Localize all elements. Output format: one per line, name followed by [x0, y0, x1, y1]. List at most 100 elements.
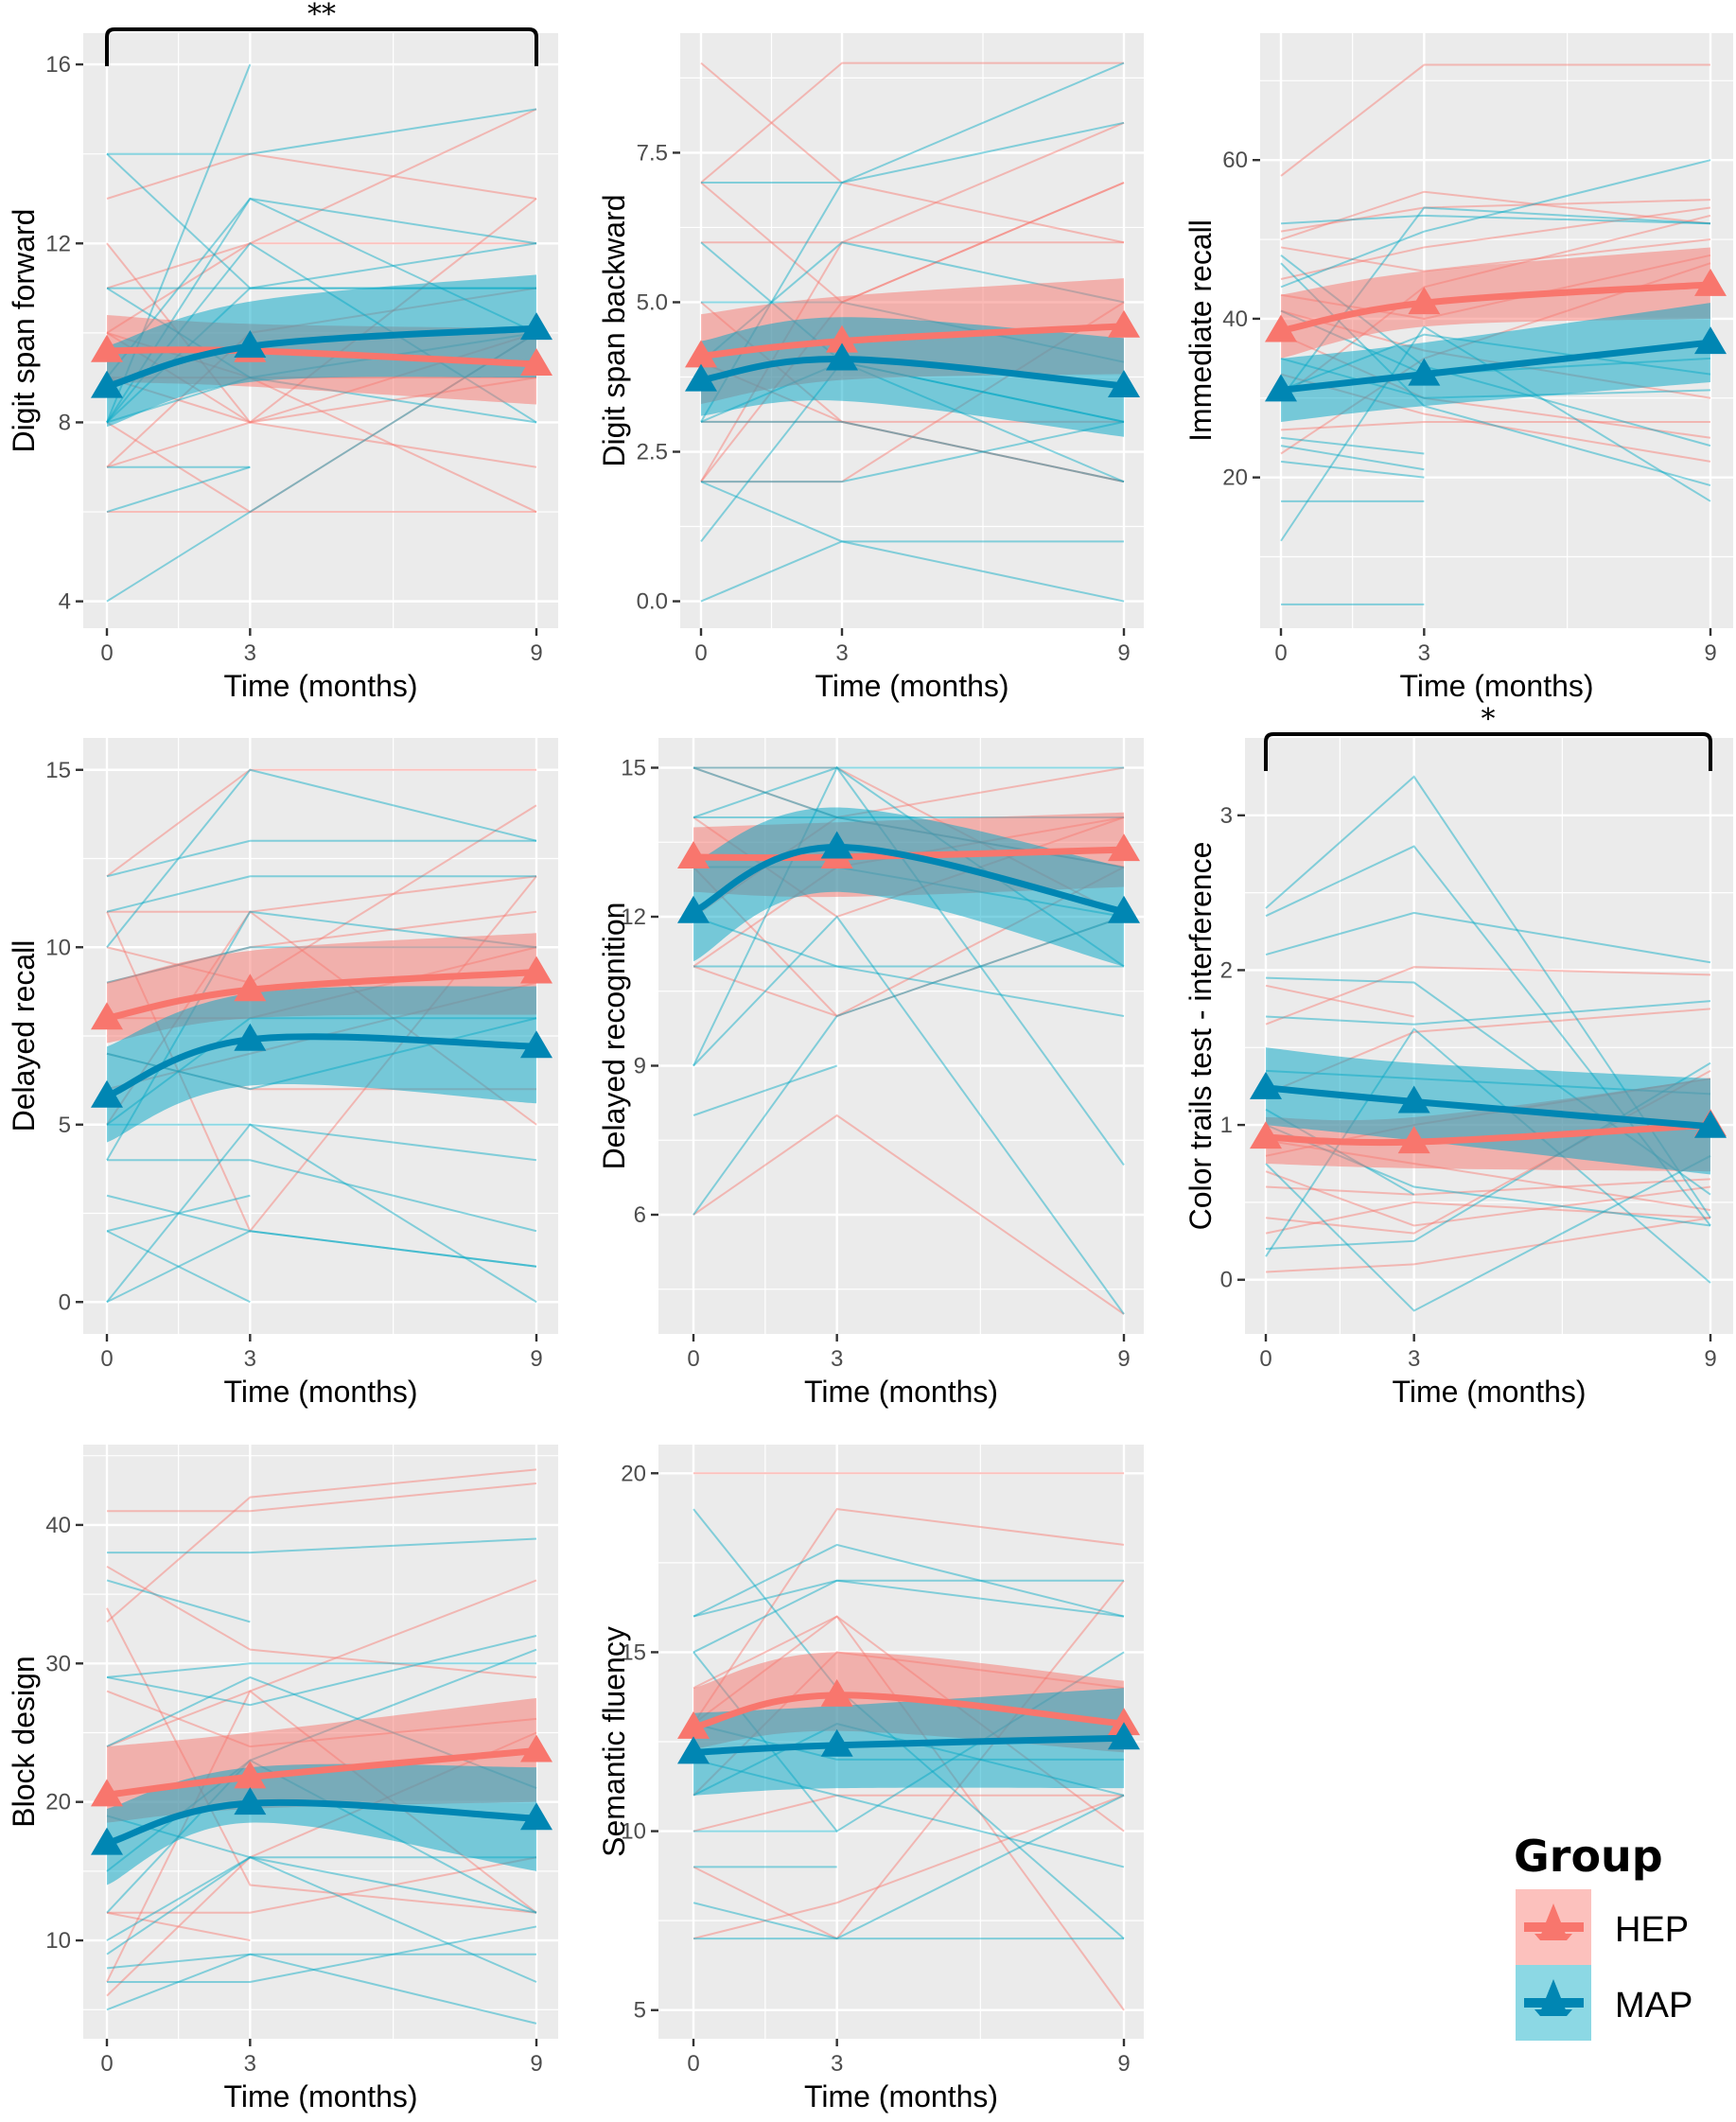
- individual-line-hep: [1280, 63, 1710, 177]
- x-tick-label: 3: [831, 1346, 843, 1372]
- map-mean-marker: [1397, 1085, 1430, 1114]
- map-mean-marker: [1108, 895, 1140, 923]
- x-tick-label: 3: [244, 2051, 256, 2077]
- individual-line-hep: [693, 1508, 1125, 1725]
- y-tick-label: 40: [1222, 307, 1248, 332]
- map-mean-marker: [1694, 326, 1727, 355]
- x-axis-title: Time (months): [1399, 669, 1593, 703]
- map-mean-marker: [91, 1079, 123, 1108]
- hep-mean-line: [700, 323, 1125, 360]
- individual-line-hep: [106, 242, 537, 468]
- individual-line-map: [693, 916, 1125, 1017]
- legend-key-hep: [1516, 1889, 1591, 1965]
- map-mean-line: [700, 356, 1125, 390]
- y-tick-label: 15: [45, 758, 71, 783]
- individual-line-map: [1280, 159, 1711, 289]
- x-tick-label: 3: [244, 1346, 256, 1372]
- ci-ribbon-map: [107, 986, 536, 1143]
- panel-1: 4 8 12 16 0 3 9 Time (months) Digit span forward…: [7, 0, 558, 703]
- y-tick-label: 1: [1220, 1113, 1233, 1138]
- hep-mean-marker: [234, 1761, 267, 1789]
- individual-line-map: [107, 1123, 537, 1162]
- individual-line-map: [106, 197, 537, 378]
- individual-line-hep: [1280, 420, 1710, 431]
- ci-ribbon-map: [107, 1763, 536, 1885]
- hep-mean-marker: [1408, 287, 1441, 315]
- individual-line-map: [1265, 775, 1711, 1219]
- y-axis-title: Digit span forward: [7, 209, 41, 453]
- y-tick-label: 20: [621, 1461, 646, 1486]
- individual-line-map: [106, 1662, 536, 1678]
- hep-mean-marker: [1108, 833, 1140, 862]
- map-mean-line: [105, 1033, 537, 1100]
- x-tick-label: 3: [835, 640, 848, 666]
- ci-ribbon-hep: [1281, 247, 1710, 359]
- y-tick-label: 15: [621, 756, 646, 781]
- individual-line-map: [701, 420, 1125, 483]
- panel-3: 20 40 60 0 3 9 Time (months) Immediate recall: [1184, 33, 1733, 703]
- map-mean-marker: [234, 1023, 267, 1051]
- hep-mean-marker: [520, 347, 552, 376]
- x-tick-label: 3: [1418, 640, 1430, 666]
- hep-mean-line: [693, 1692, 1125, 1731]
- panel-7: 10 20 30 40 0 3 9 Time (months) Block design: [7, 1445, 558, 2113]
- individual-line-map: [1265, 1154, 1711, 1312]
- individual-line-map: [693, 1579, 1125, 1654]
- individual-line-map: [106, 1123, 537, 1304]
- x-tick-label: 3: [244, 640, 256, 666]
- y-tick-label: 0: [1220, 1268, 1233, 1293]
- legend-key-map: [1516, 1965, 1591, 2041]
- y-tick-label: 5: [59, 1113, 71, 1138]
- y-tick-label: 2: [1220, 957, 1233, 983]
- y-tick-label: 30: [45, 1651, 71, 1676]
- individual-line-map: [106, 1230, 251, 1304]
- y-tick-label: 3: [1220, 803, 1233, 829]
- map-mean-marker: [677, 1736, 710, 1764]
- individual-line-hep: [106, 198, 537, 468]
- hep-mean-line: [1265, 1121, 1711, 1147]
- map-mean-marker: [1108, 369, 1140, 397]
- x-tick-label: 0: [100, 1346, 113, 1372]
- individual-line-map: [693, 1064, 837, 1116]
- individual-line-map: [1280, 445, 1425, 471]
- ci-ribbon-map: [693, 807, 1124, 967]
- hep-mean-marker: [91, 1779, 123, 1807]
- hep-mean-marker: [520, 956, 552, 984]
- x-tick-label: 0: [1259, 1346, 1271, 1372]
- map-mean-marker: [1108, 1722, 1140, 1750]
- individual-line-map: [106, 1635, 537, 1707]
- y-axis-title: Color trails test - interference: [1184, 842, 1218, 1231]
- x-tick-label: 9: [1704, 640, 1716, 666]
- individual-line-map: [106, 465, 251, 513]
- individual-line-map: [693, 916, 1125, 1216]
- hep-mean-marker: [1108, 309, 1140, 338]
- y-axis-title: Delayed recognition: [597, 903, 631, 1170]
- y-tick-label: 60: [1222, 148, 1248, 173]
- hep-mean-line: [106, 969, 537, 1022]
- hep-mean-marker: [1108, 1708, 1140, 1736]
- individual-line-hep: [1265, 1170, 1711, 1227]
- map-mean-marker: [91, 370, 123, 398]
- x-axis-title: Time (months): [223, 2079, 417, 2113]
- map-mean-line: [693, 1734, 1125, 1756]
- panel-6: 0 1 2 3 0 3 9 Time (months) Color trails test - …: [1184, 703, 1733, 1409]
- individual-line-map: [1265, 1027, 1711, 1284]
- individual-line-map: [1280, 436, 1425, 455]
- individual-line-hep: [1265, 966, 1711, 1026]
- individual-line-hep: [700, 61, 1125, 244]
- individual-line-hep: [106, 1468, 537, 1623]
- individual-line-hep: [106, 242, 536, 289]
- y-axis-title: Semantic fluency: [597, 1626, 631, 1857]
- y-tick-label: 16: [45, 52, 71, 78]
- map-mean-marker: [820, 1728, 853, 1757]
- map-mean-line: [692, 843, 1125, 916]
- x-axis-title: Time (months): [815, 669, 1008, 703]
- x-axis-title: Time (months): [804, 2079, 998, 2113]
- legend-title: Group: [1514, 1831, 1663, 1882]
- x-tick-label: 3: [831, 2051, 843, 2077]
- individual-line-map: [106, 839, 536, 878]
- y-tick-label: 10: [45, 1928, 71, 1954]
- individual-line-map: [693, 1543, 1125, 1618]
- map-mean-marker: [826, 342, 858, 371]
